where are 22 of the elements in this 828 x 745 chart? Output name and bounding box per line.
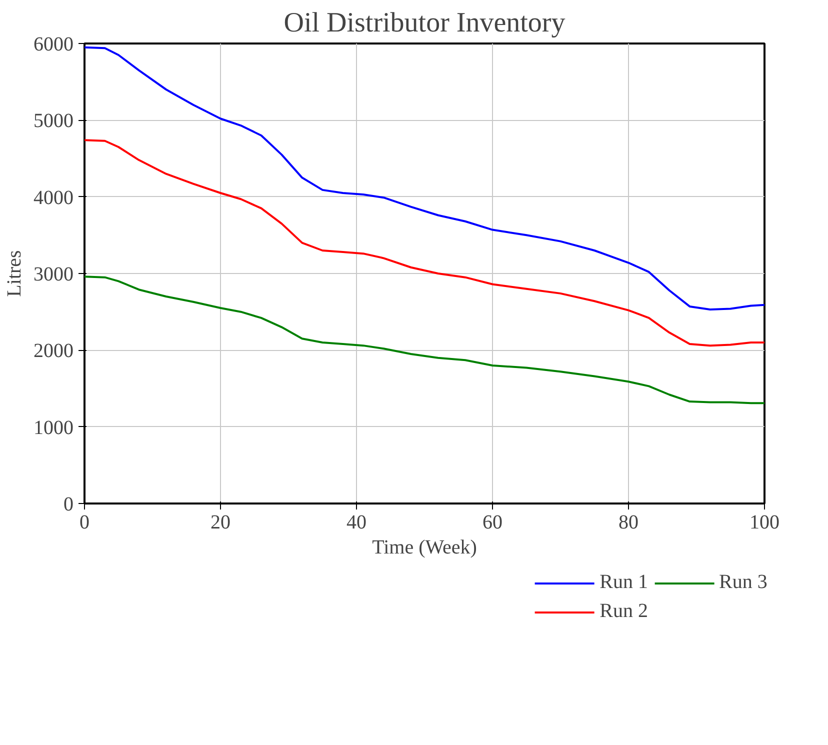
y-tick-label: 1000: [34, 416, 74, 439]
x-tick-label: 20: [210, 512, 230, 534]
y-tick-label: 5000: [34, 110, 74, 132]
line-series: [84, 46, 764, 311]
x-tick-label: 80: [618, 512, 638, 534]
y-axis-title: Litres: [4, 250, 26, 297]
legend-label: Run 3: [718, 571, 768, 594]
x-tick-label: 60: [482, 512, 502, 534]
y-tick-label: 6000: [34, 34, 74, 56]
chart-title: Oil Distributor Inventory: [284, 8, 566, 38]
y-tick-label: 2000: [34, 340, 74, 362]
y-tick-label: 0: [64, 494, 74, 516]
y-tick-label: 3000: [34, 264, 74, 286]
x-tick-label: 100: [750, 512, 780, 534]
line-series: [84, 139, 764, 347]
line-series: [84, 276, 764, 404]
legend-label: Run 2: [600, 600, 648, 623]
legend-label: Run 1: [600, 571, 648, 594]
y-tick-label: 4000: [34, 186, 74, 209]
x-tick-label: 40: [346, 512, 366, 534]
x-tick-label: 0: [80, 512, 90, 534]
x-axis-title: Time (Week): [372, 536, 477, 558]
